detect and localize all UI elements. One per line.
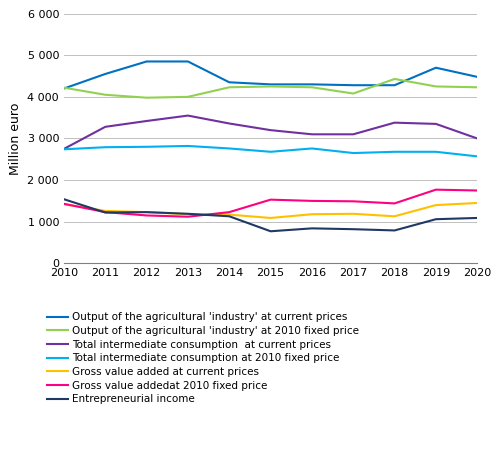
Output of the agricultural 'industry' at 2010 fixed price <box>392 76 398 82</box>
Output of the agricultural 'industry' at current prices <box>268 82 274 87</box>
Output of the agricultural 'industry' at 2010 fixed price <box>185 94 191 99</box>
Total intermediate consumption  at current prices <box>474 136 480 141</box>
Gross value addedat 2010 fixed price <box>433 187 439 192</box>
Total intermediate consumption at 2010 fixed price <box>185 143 191 149</box>
Gross value added at current prices <box>309 212 315 217</box>
Line: Output of the agricultural 'industry' at 2010 fixed price: Output of the agricultural 'industry' at… <box>64 79 477 98</box>
Total intermediate consumption at 2010 fixed price <box>474 153 480 159</box>
Total intermediate consumption at 2010 fixed price <box>392 149 398 154</box>
Output of the agricultural 'industry' at 2010 fixed price <box>144 95 150 100</box>
Entrepreneurial income <box>350 227 356 232</box>
Gross value added at current prices <box>268 215 274 221</box>
Output of the agricultural 'industry' at current prices <box>392 83 398 88</box>
Gross value addedat 2010 fixed price <box>102 209 108 215</box>
Entrepreneurial income <box>185 211 191 217</box>
Output of the agricultural 'industry' at 2010 fixed price <box>268 84 274 89</box>
Entrepreneurial income <box>144 209 150 215</box>
Entrepreneurial income <box>433 217 439 222</box>
Total intermediate consumption  at current prices <box>268 128 274 133</box>
Entrepreneurial income <box>309 226 315 231</box>
Output of the agricultural 'industry' at 2010 fixed price <box>61 85 67 90</box>
Gross value addedat 2010 fixed price <box>474 188 480 193</box>
Output of the agricultural 'industry' at current prices <box>309 82 315 87</box>
Line: Output of the agricultural 'industry' at current prices: Output of the agricultural 'industry' at… <box>64 61 477 89</box>
Total intermediate consumption  at current prices <box>309 132 315 137</box>
Output of the agricultural 'industry' at 2010 fixed price <box>102 92 108 98</box>
Output of the agricultural 'industry' at 2010 fixed price <box>474 84 480 90</box>
Gross value added at current prices <box>392 213 398 219</box>
Total intermediate consumption at 2010 fixed price <box>102 144 108 150</box>
Line: Gross value added at current prices: Gross value added at current prices <box>64 203 477 218</box>
Entrepreneurial income <box>474 215 480 221</box>
Output of the agricultural 'industry' at current prices <box>433 65 439 70</box>
Gross value addedat 2010 fixed price <box>392 201 398 206</box>
Gross value added at current prices <box>226 212 232 217</box>
Gross value added at current prices <box>433 202 439 208</box>
Total intermediate consumption at 2010 fixed price <box>268 149 274 154</box>
Output of the agricultural 'industry' at 2010 fixed price <box>309 84 315 90</box>
Total intermediate consumption  at current prices <box>102 124 108 129</box>
Entrepreneurial income <box>102 210 108 215</box>
Total intermediate consumption  at current prices <box>433 121 439 127</box>
Gross value added at current prices <box>474 200 480 206</box>
Gross value added at current prices <box>350 211 356 217</box>
Line: Total intermediate consumption at 2010 fixed price: Total intermediate consumption at 2010 f… <box>64 146 477 156</box>
Output of the agricultural 'industry' at current prices <box>61 86 67 91</box>
Output of the agricultural 'industry' at current prices <box>185 59 191 64</box>
Entrepreneurial income <box>61 197 67 202</box>
Total intermediate consumption  at current prices <box>144 118 150 123</box>
Output of the agricultural 'industry' at 2010 fixed price <box>350 91 356 96</box>
Output of the agricultural 'industry' at 2010 fixed price <box>433 84 439 89</box>
Entrepreneurial income <box>268 228 274 234</box>
Total intermediate consumption at 2010 fixed price <box>309 146 315 151</box>
Total intermediate consumption  at current prices <box>226 121 232 126</box>
Output of the agricultural 'industry' at current prices <box>102 71 108 77</box>
Output of the agricultural 'industry' at current prices <box>226 79 232 85</box>
Line: Gross value addedat 2010 fixed price: Gross value addedat 2010 fixed price <box>64 190 477 217</box>
Gross value addedat 2010 fixed price <box>350 198 356 204</box>
Gross value addedat 2010 fixed price <box>61 201 67 207</box>
Total intermediate consumption at 2010 fixed price <box>350 150 356 156</box>
Legend: Output of the agricultural 'industry' at current prices, Output of the agricultu: Output of the agricultural 'industry' at… <box>43 308 364 409</box>
Gross value addedat 2010 fixed price <box>185 214 191 219</box>
Total intermediate consumption at 2010 fixed price <box>433 149 439 154</box>
Line: Entrepreneurial income: Entrepreneurial income <box>64 199 477 231</box>
Entrepreneurial income <box>392 228 398 233</box>
Entrepreneurial income <box>226 213 232 219</box>
Line: Total intermediate consumption  at current prices: Total intermediate consumption at curren… <box>64 116 477 149</box>
Total intermediate consumption  at current prices <box>185 113 191 118</box>
Output of the agricultural 'industry' at 2010 fixed price <box>226 84 232 90</box>
Y-axis label: Million euro: Million euro <box>9 102 22 175</box>
Gross value addedat 2010 fixed price <box>226 209 232 215</box>
Output of the agricultural 'industry' at current prices <box>474 74 480 79</box>
Total intermediate consumption at 2010 fixed price <box>61 147 67 152</box>
Gross value addedat 2010 fixed price <box>144 213 150 218</box>
Total intermediate consumption  at current prices <box>350 132 356 137</box>
Gross value added at current prices <box>61 202 67 207</box>
Output of the agricultural 'industry' at current prices <box>350 83 356 88</box>
Gross value added at current prices <box>185 212 191 217</box>
Total intermediate consumption at 2010 fixed price <box>144 144 150 149</box>
Total intermediate consumption  at current prices <box>392 120 398 125</box>
Output of the agricultural 'industry' at current prices <box>144 59 150 64</box>
Gross value addedat 2010 fixed price <box>268 197 274 202</box>
Gross value addedat 2010 fixed price <box>309 198 315 203</box>
Total intermediate consumption  at current prices <box>61 146 67 152</box>
Gross value added at current prices <box>102 208 108 214</box>
Total intermediate consumption at 2010 fixed price <box>226 146 232 151</box>
Gross value added at current prices <box>144 209 150 215</box>
